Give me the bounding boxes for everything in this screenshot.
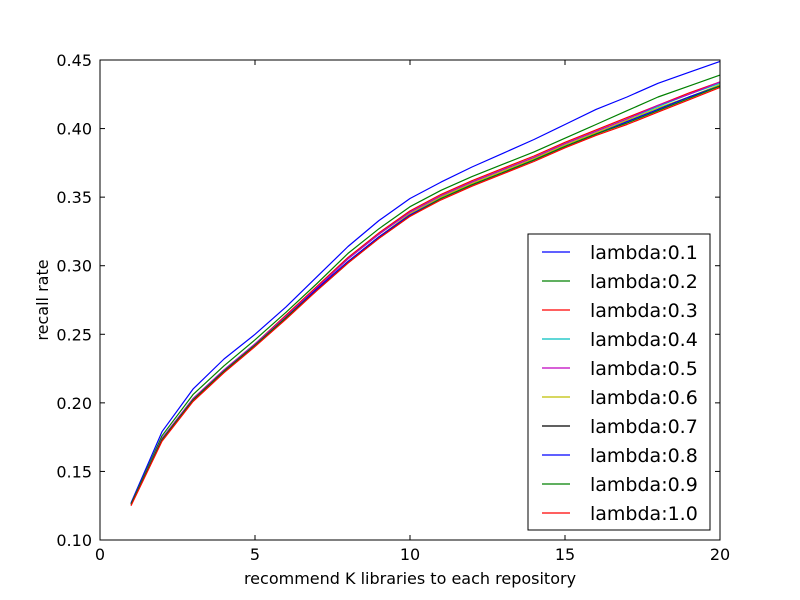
x-tick-label: 15 [555,545,575,564]
x-axis-title: recommend K libraries to each repository [244,569,576,588]
legend-label: lambda:0.7 [590,416,698,438]
y-tick-label: 0.15 [56,462,92,481]
series-line-lambda-0-5 [130,81,721,505]
y-tick-label: 0.30 [56,257,92,276]
series-line-lambda-0-9 [130,85,721,505]
legend-label: lambda:0.5 [590,358,698,380]
y-tick-label: 0.25 [56,325,92,344]
legend-label: lambda:0.2 [590,271,698,293]
legend-label: lambda:1.0 [590,503,698,525]
series-line-lambda-0-1 [130,60,721,504]
x-axis: 0 5 10 15 20 [95,60,730,564]
legend-box [527,233,711,531]
legend: lambda:0.1 lambda:0.2 lambda:0.3 lambda:0.4… [527,233,711,531]
legend-label: lambda:0.4 [590,329,698,351]
y-tick-label: 0.40 [56,120,92,139]
y-tick-label: 0.35 [56,188,92,207]
y-tick-label: 0.10 [56,531,92,550]
x-tick-label: 0 [95,545,105,564]
y-axis-title: recall rate [33,259,52,340]
y-tick-label: 0.20 [56,394,92,413]
x-tick-label: 10 [400,545,420,564]
y-tick-label: 0.45 [56,51,92,70]
legend-label: lambda:0.9 [590,474,698,496]
x-tick-label: 20 [710,545,730,564]
legend-label: lambda:0.6 [590,387,698,409]
series-line-lambda-0-2 [130,74,721,505]
legend-label: lambda:0.1 [590,242,698,264]
series-line-lambda-1-0 [130,86,721,506]
legend-label: lambda:0.3 [590,300,698,322]
x-tick-label: 5 [250,545,260,564]
y-axis: 0.10 0.15 0.20 0.25 0.30 0.35 0.40 0.45 [56,51,720,550]
legend-label: lambda:0.8 [590,445,698,467]
plot-lines [130,60,721,506]
